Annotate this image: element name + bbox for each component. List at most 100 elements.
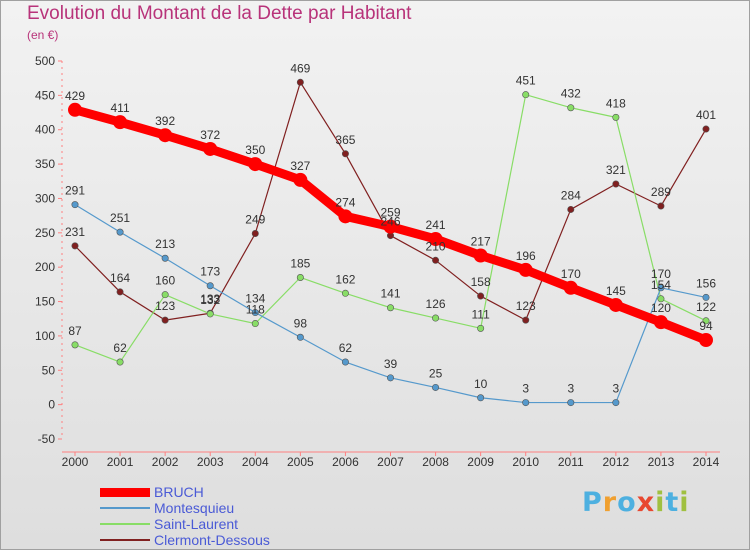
data-label: 469 xyxy=(290,61,310,75)
data-label: 160 xyxy=(155,274,175,288)
data-point xyxy=(383,219,398,234)
data-point xyxy=(432,256,440,264)
data-label: 154 xyxy=(651,278,671,292)
data-label: 3 xyxy=(522,382,529,396)
y-tick-label: 150 xyxy=(35,295,55,309)
data-point xyxy=(699,333,713,348)
data-label: 196 xyxy=(516,249,536,263)
data-point xyxy=(251,230,259,238)
data-point xyxy=(473,248,488,263)
x-tick-label: 2003 xyxy=(197,455,224,469)
y-tick-label: 300 xyxy=(35,191,55,205)
data-point xyxy=(702,125,710,133)
data-label: 141 xyxy=(380,287,400,301)
legend-swatch xyxy=(100,507,150,509)
data-point xyxy=(702,317,710,325)
x-tick-label: 2005 xyxy=(287,455,314,469)
data-point xyxy=(161,291,169,299)
y-tick-label: -50 xyxy=(38,432,56,446)
legend-item-bruch: BRUCH xyxy=(100,484,320,500)
x-tick-label: 2007 xyxy=(377,455,404,469)
data-point xyxy=(567,399,575,407)
data-point xyxy=(68,102,82,117)
data-point xyxy=(203,141,218,156)
data-label: 251 xyxy=(110,211,130,225)
chart-title: Evolution du Montant de la Dette par Hab… xyxy=(27,3,412,24)
data-label: 133 xyxy=(200,292,220,306)
legend-swatch xyxy=(100,539,150,541)
x-tick-label: 2013 xyxy=(648,455,675,469)
data-label: 170 xyxy=(651,267,671,281)
data-label: 120 xyxy=(651,301,671,315)
data-label: 249 xyxy=(245,213,265,227)
data-point xyxy=(612,113,620,121)
data-label: 87 xyxy=(68,324,82,338)
data-point xyxy=(251,309,259,317)
y-tick-label: 400 xyxy=(35,123,55,137)
data-point xyxy=(608,297,623,312)
data-label: 246 xyxy=(380,215,400,229)
data-point xyxy=(161,316,169,324)
data-label: 321 xyxy=(606,163,626,177)
data-label: 173 xyxy=(200,265,220,279)
data-label: 289 xyxy=(651,185,671,199)
data-label: 284 xyxy=(561,188,581,202)
legend-swatch xyxy=(100,487,150,497)
data-point xyxy=(341,289,349,297)
legend-label: Clermont-Dessous xyxy=(154,532,270,548)
data-point xyxy=(296,273,304,281)
legend-label: BRUCH xyxy=(154,484,204,500)
data-point xyxy=(428,232,443,247)
legend-item-montesquieu: Montesquieu xyxy=(100,500,320,516)
data-label: 185 xyxy=(290,256,310,270)
data-point xyxy=(161,254,169,262)
data-label: 274 xyxy=(335,195,355,209)
data-point xyxy=(653,315,668,330)
data-point xyxy=(248,157,263,172)
data-label: 123 xyxy=(516,299,536,313)
data-label: 372 xyxy=(200,128,220,142)
data-point xyxy=(522,399,530,407)
data-point xyxy=(338,209,353,224)
data-point xyxy=(567,104,575,112)
data-point xyxy=(477,394,485,402)
data-point xyxy=(116,288,124,296)
y-tick-label: 250 xyxy=(35,226,55,240)
data-label: 350 xyxy=(245,143,265,157)
x-tick-label: 2014 xyxy=(693,455,720,469)
data-label: 327 xyxy=(290,159,310,173)
x-tick-label: 2009 xyxy=(467,455,494,469)
x-tick-label: 2011 xyxy=(558,455,584,469)
data-point xyxy=(522,91,530,99)
legend-label: Montesquieu xyxy=(154,500,235,516)
data-point xyxy=(71,242,79,250)
x-tick-label: 2002 xyxy=(152,455,179,469)
x-tick-label: 2012 xyxy=(603,455,630,469)
data-label: 170 xyxy=(561,267,581,281)
y-tick-label: 0 xyxy=(48,398,55,412)
legend-label: Saint-Laurent xyxy=(154,516,239,532)
y-tick-label: 450 xyxy=(35,88,55,102)
x-tick-label: 2000 xyxy=(62,455,89,469)
data-label: 3 xyxy=(567,382,574,396)
data-point xyxy=(567,205,575,213)
data-point xyxy=(518,262,533,277)
series-montesquieu xyxy=(71,201,710,407)
data-point xyxy=(158,128,173,143)
data-label: 134 xyxy=(245,292,265,306)
data-label: 25 xyxy=(429,366,443,380)
data-label: 291 xyxy=(65,184,85,198)
data-label: 392 xyxy=(155,114,175,128)
data-label: 411 xyxy=(111,101,130,115)
legend-swatch xyxy=(100,523,150,525)
data-point xyxy=(563,280,578,295)
data-label: 365 xyxy=(335,133,355,147)
data-label: 98 xyxy=(294,316,308,330)
data-label: 241 xyxy=(426,218,446,232)
data-label: 162 xyxy=(335,272,355,286)
series-clermont-dessous xyxy=(71,78,710,324)
data-label: 132 xyxy=(200,293,220,307)
y-tick-label: 200 xyxy=(35,260,55,274)
data-label: 259 xyxy=(380,206,400,220)
